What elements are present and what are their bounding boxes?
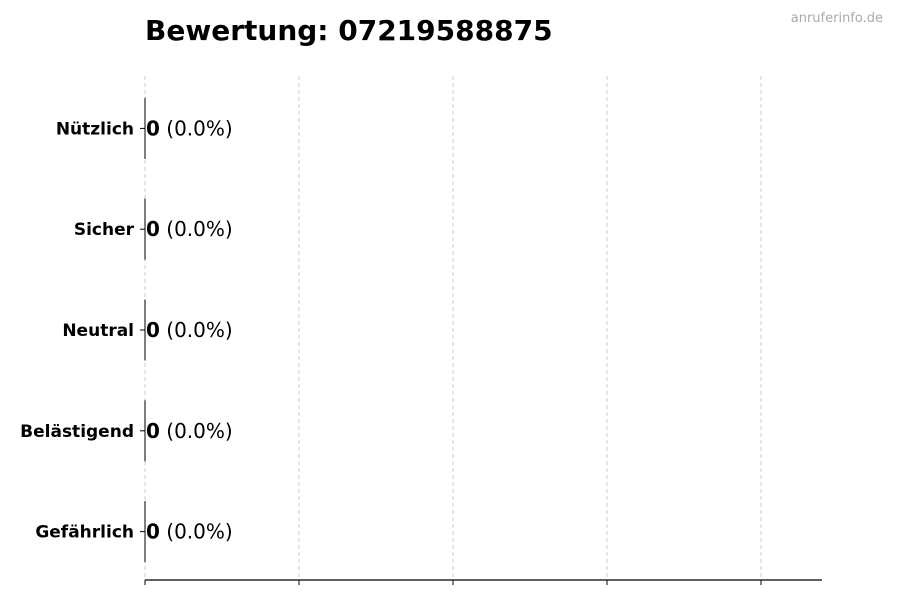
count-label: 0 (146, 318, 160, 342)
bar-group: Nützlich 0 (0.0%) (56, 97, 233, 159)
percent-label: (0.0%) (166, 318, 232, 342)
category-label: Neutral (62, 321, 134, 341)
count-label: 0 (146, 217, 160, 241)
chart-title: Bewertung: 07219588875 (145, 14, 553, 47)
bar-group: Gefährlich 0 (0.0%) (35, 501, 233, 563)
count-label: 0 (146, 419, 160, 443)
percent-label: (0.0%) (166, 116, 232, 140)
count-label: 0 (146, 520, 160, 544)
bar-group: Neutral 0 (0.0%) (62, 299, 233, 361)
value-label: 0 (0.0%) (146, 520, 233, 544)
percent-label: (0.0%) (166, 217, 232, 241)
category-label: Nützlich (56, 119, 134, 139)
percent-label: (0.0%) (166, 520, 232, 544)
value-label: 0 (0.0%) (146, 116, 233, 140)
value-label: 0 (0.0%) (146, 419, 233, 443)
value-label: 0 (0.0%) (146, 217, 233, 241)
bar-group: Sicher 0 (0.0%) (74, 198, 233, 260)
value-label: 0 (0.0%) (146, 318, 233, 342)
category-label: Sicher (74, 220, 135, 240)
bars: Nützlich 0 (0.0%) Sicher 0 (0.0%) Neutral 0 (… (20, 97, 233, 563)
watermark: anruferinfo.de (791, 11, 883, 26)
percent-label: (0.0%) (166, 419, 232, 443)
bar-group: Belästigend 0 (0.0%) (20, 400, 233, 462)
category-label: Belästigend (20, 422, 134, 442)
count-label: 0 (146, 116, 160, 140)
grid (144, 76, 762, 580)
x-axis (144, 579, 822, 585)
category-label: Gefährlich (35, 523, 134, 543)
